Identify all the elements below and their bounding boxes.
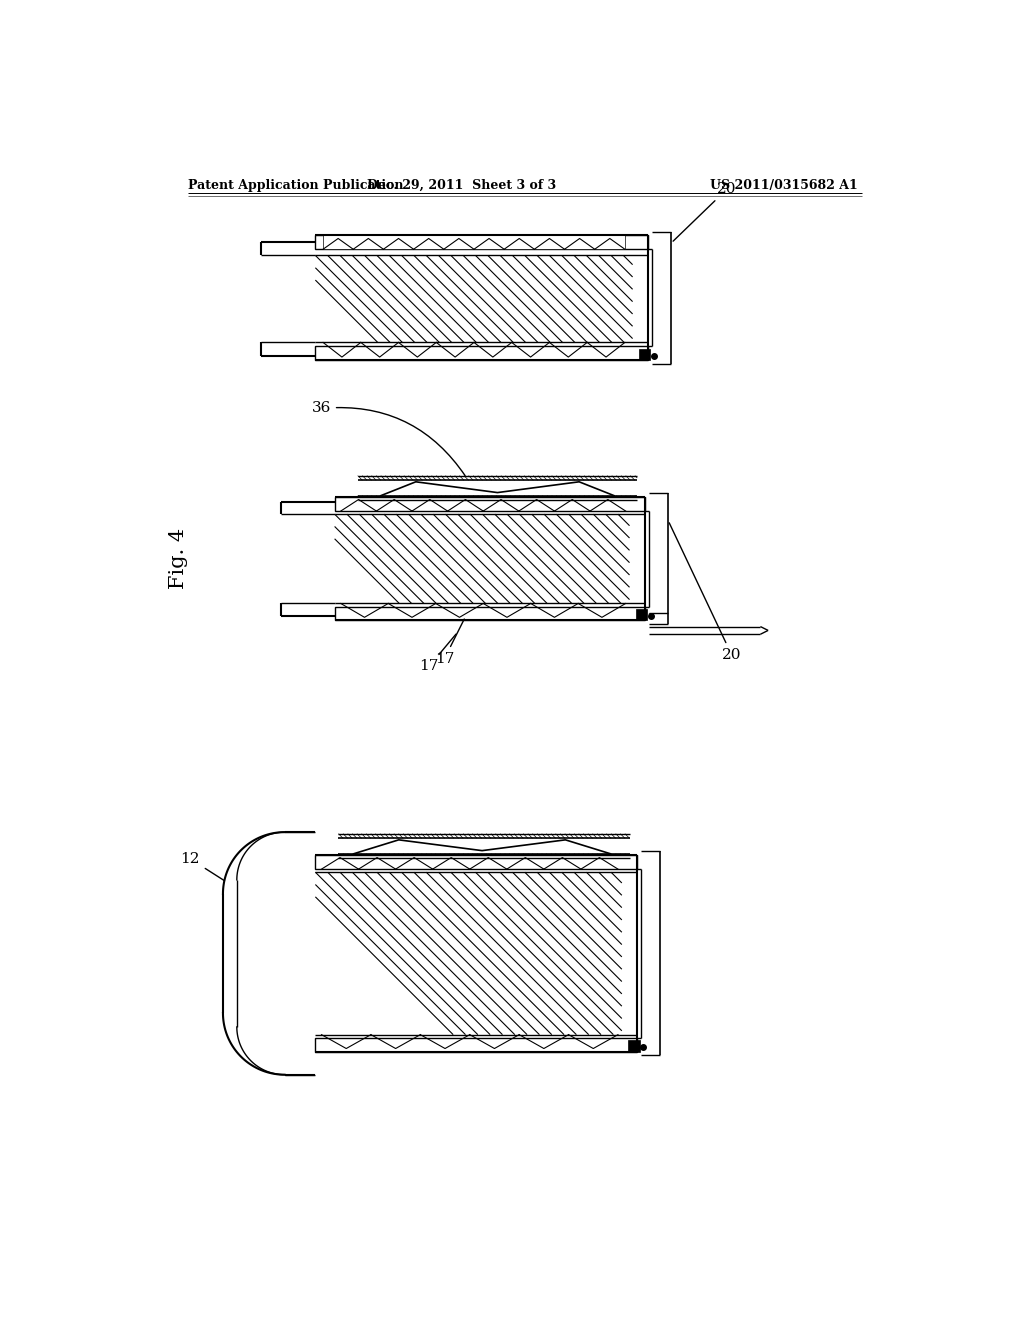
Text: US 2011/0315682 A1: US 2011/0315682 A1 — [711, 178, 858, 191]
Bar — [335, 607, 645, 620]
Bar — [335, 498, 645, 511]
Text: Patent Application Publication: Patent Application Publication — [188, 178, 403, 191]
Bar — [315, 855, 637, 869]
Text: Dec. 29, 2011  Sheet 3 of 3: Dec. 29, 2011 Sheet 3 of 3 — [367, 178, 556, 191]
Text: 20: 20 — [670, 523, 741, 661]
Text: 17: 17 — [419, 634, 456, 673]
Bar — [315, 1038, 637, 1052]
Bar — [315, 235, 648, 249]
Text: 36: 36 — [311, 401, 465, 475]
Bar — [315, 346, 648, 360]
Bar — [639, 348, 650, 360]
Text: 20: 20 — [673, 182, 737, 242]
Bar — [323, 235, 625, 249]
Text: Fig. 4: Fig. 4 — [169, 528, 187, 589]
Text: 17: 17 — [435, 619, 464, 665]
Bar — [636, 609, 647, 620]
Bar — [628, 1040, 640, 1052]
Text: 12: 12 — [180, 851, 224, 880]
